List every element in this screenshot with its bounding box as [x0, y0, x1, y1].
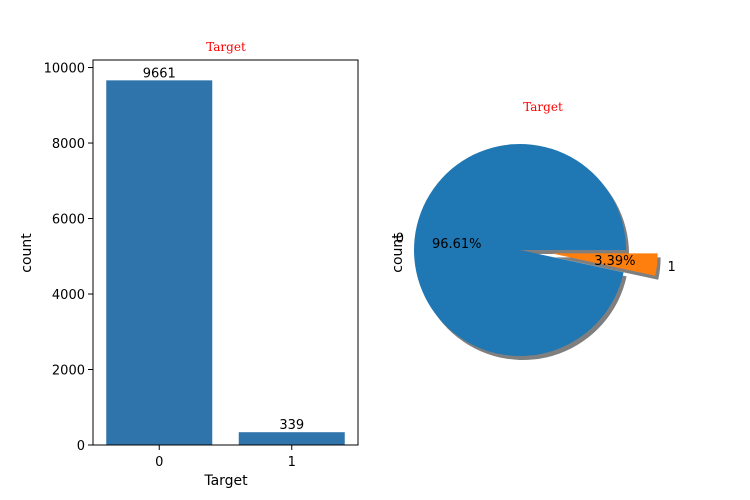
pie-chart-title: Target: [523, 100, 563, 114]
bar-plot-frame: [92, 59, 359, 446]
bar-y-tick-label: 6000: [52, 213, 85, 228]
bar-data-label: 339: [279, 418, 304, 433]
pie-chart: Target count 96.61% 0 3.39% 1: [390, 100, 676, 360]
pie-percent-label: 96.61%: [432, 237, 482, 252]
pie-slice: [551, 253, 658, 276]
bar-chart-title: Target: [206, 40, 246, 54]
pie-slice-label: 1: [668, 260, 676, 275]
bar-data-label: 9661: [143, 66, 176, 81]
bar-y-tick-label: 8000: [52, 137, 85, 152]
bar-marks: 9661 339: [106, 66, 345, 445]
pie-marks: 96.61% 0 3.39% 1: [396, 143, 676, 360]
bar-y-axis-label: count: [19, 233, 35, 273]
bar: [238, 432, 345, 445]
pie-percent-label: 3.39%: [594, 254, 635, 269]
pie-y-axis-label: count: [390, 233, 406, 273]
bar-y-tick-label: 0: [77, 439, 85, 454]
bar-x-axis-label: Target: [203, 473, 248, 489]
bar-y-tick-label: 4000: [52, 288, 85, 303]
bar-x-tick-label: 1: [288, 455, 296, 470]
bar-y-tick-label: 10000: [44, 62, 85, 77]
pie-slice: [414, 143, 626, 356]
pie-slice-label: 0: [396, 232, 404, 247]
bar: [106, 80, 213, 445]
bar-y-tick-label: 2000: [52, 364, 85, 379]
bar-x-tick-label: 0: [155, 455, 163, 470]
bar-y-axis-ticks: 0 2000 4000 6000 8000 10000: [44, 62, 93, 454]
